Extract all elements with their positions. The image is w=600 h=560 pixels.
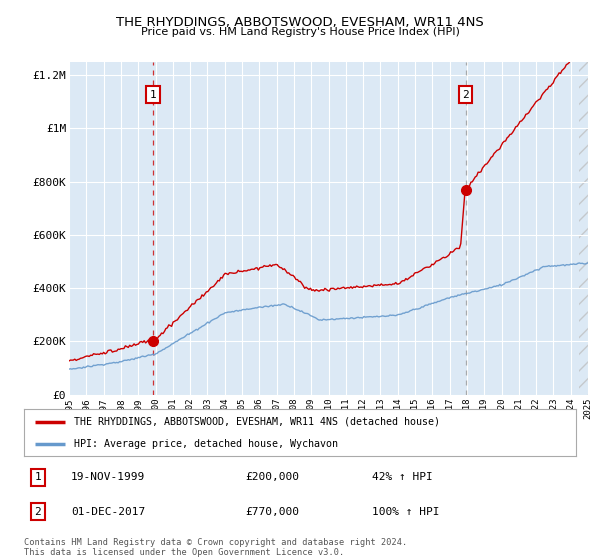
Text: 01-DEC-2017: 01-DEC-2017 xyxy=(71,507,145,517)
Text: 1: 1 xyxy=(34,473,41,482)
Text: £770,000: £770,000 xyxy=(245,507,299,517)
Text: 2: 2 xyxy=(34,507,41,517)
Text: 19-NOV-1999: 19-NOV-1999 xyxy=(71,473,145,482)
Text: 100% ↑ HPI: 100% ↑ HPI xyxy=(372,507,439,517)
Text: 42% ↑ HPI: 42% ↑ HPI xyxy=(372,473,433,482)
Text: THE RHYDDINGS, ABBOTSWOOD, EVESHAM, WR11 4NS: THE RHYDDINGS, ABBOTSWOOD, EVESHAM, WR11… xyxy=(116,16,484,29)
Text: Price paid vs. HM Land Registry's House Price Index (HPI): Price paid vs. HM Land Registry's House … xyxy=(140,27,460,37)
Text: 1: 1 xyxy=(150,90,157,100)
Text: £200,000: £200,000 xyxy=(245,473,299,482)
Text: 2: 2 xyxy=(462,90,469,100)
Text: THE RHYDDINGS, ABBOTSWOOD, EVESHAM, WR11 4NS (detached house): THE RHYDDINGS, ABBOTSWOOD, EVESHAM, WR11… xyxy=(74,417,440,427)
Text: Contains HM Land Registry data © Crown copyright and database right 2024.
This d: Contains HM Land Registry data © Crown c… xyxy=(24,538,407,557)
Text: HPI: Average price, detached house, Wychavon: HPI: Average price, detached house, Wych… xyxy=(74,438,338,449)
